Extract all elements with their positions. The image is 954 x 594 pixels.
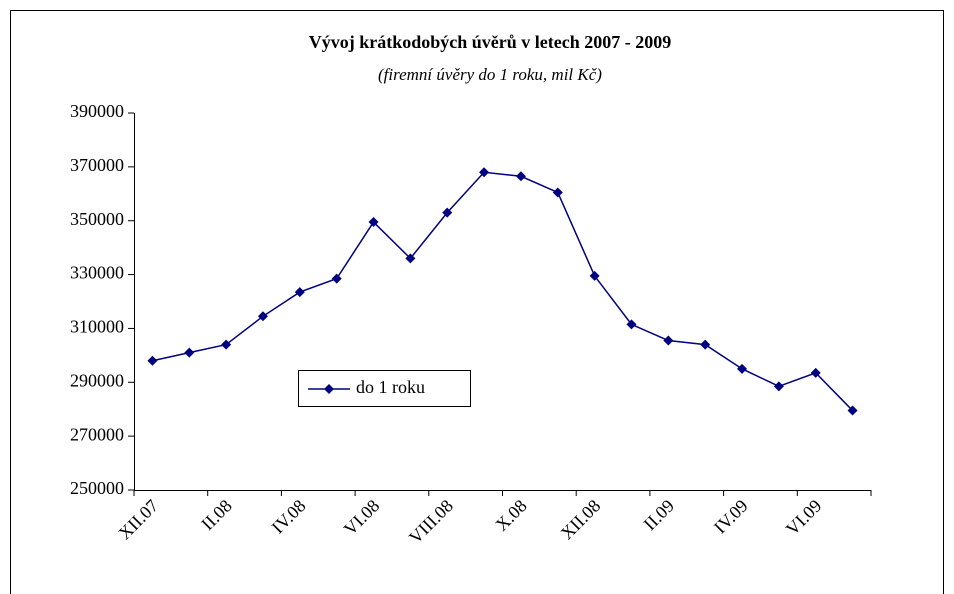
chart-title: Vývoj krátkodobých úvěrů v letech 2007 -… — [309, 32, 672, 52]
x-tick-label: VI.08 — [340, 496, 383, 539]
y-tick-label: 270000 — [70, 424, 124, 444]
x-tick-label: II.08 — [197, 496, 236, 535]
x-tick-label: VI.09 — [782, 496, 825, 539]
marker — [479, 167, 490, 178]
marker — [442, 207, 453, 218]
x-tick-label: VIII.08 — [405, 496, 457, 548]
marker — [221, 339, 232, 350]
x-tick-label: XII.08 — [557, 496, 605, 544]
chart-border — [10, 10, 944, 594]
marker — [737, 363, 748, 374]
y-tick-label: 350000 — [70, 209, 124, 229]
x-tick-label: IV.09 — [710, 496, 752, 538]
x-tick-label: II.09 — [640, 496, 679, 535]
marker — [589, 270, 600, 281]
marker — [331, 273, 342, 284]
marker — [405, 253, 416, 264]
y-tick-label: 310000 — [70, 317, 124, 337]
x-tick-label: XII.07 — [114, 496, 162, 544]
y-tick-label: 250000 — [70, 478, 124, 498]
line — [152, 171, 854, 412]
y-tick-label: 330000 — [70, 263, 124, 283]
y-tick-label: 390000 — [70, 101, 124, 121]
legend-marker — [324, 384, 334, 394]
legend-label: do 1 roku — [356, 377, 425, 397]
marker — [294, 287, 305, 298]
marker — [700, 339, 711, 350]
marker — [773, 381, 784, 392]
marker — [626, 319, 637, 330]
marker — [515, 171, 526, 182]
marker — [810, 367, 821, 378]
y-tick-label: 290000 — [70, 370, 124, 390]
marker — [368, 217, 379, 228]
marker — [552, 187, 563, 198]
x-tick-label: IV.08 — [268, 496, 310, 538]
y-tick-label: 370000 — [70, 155, 124, 175]
marker — [847, 405, 858, 416]
marker — [184, 347, 195, 358]
marker — [147, 355, 158, 366]
marker — [257, 311, 268, 322]
x-tick-label: X.08 — [491, 496, 530, 535]
chart-subtitle: (firemní úvěry do 1 roku, mil Kč) — [378, 65, 602, 84]
marker — [663, 335, 674, 346]
